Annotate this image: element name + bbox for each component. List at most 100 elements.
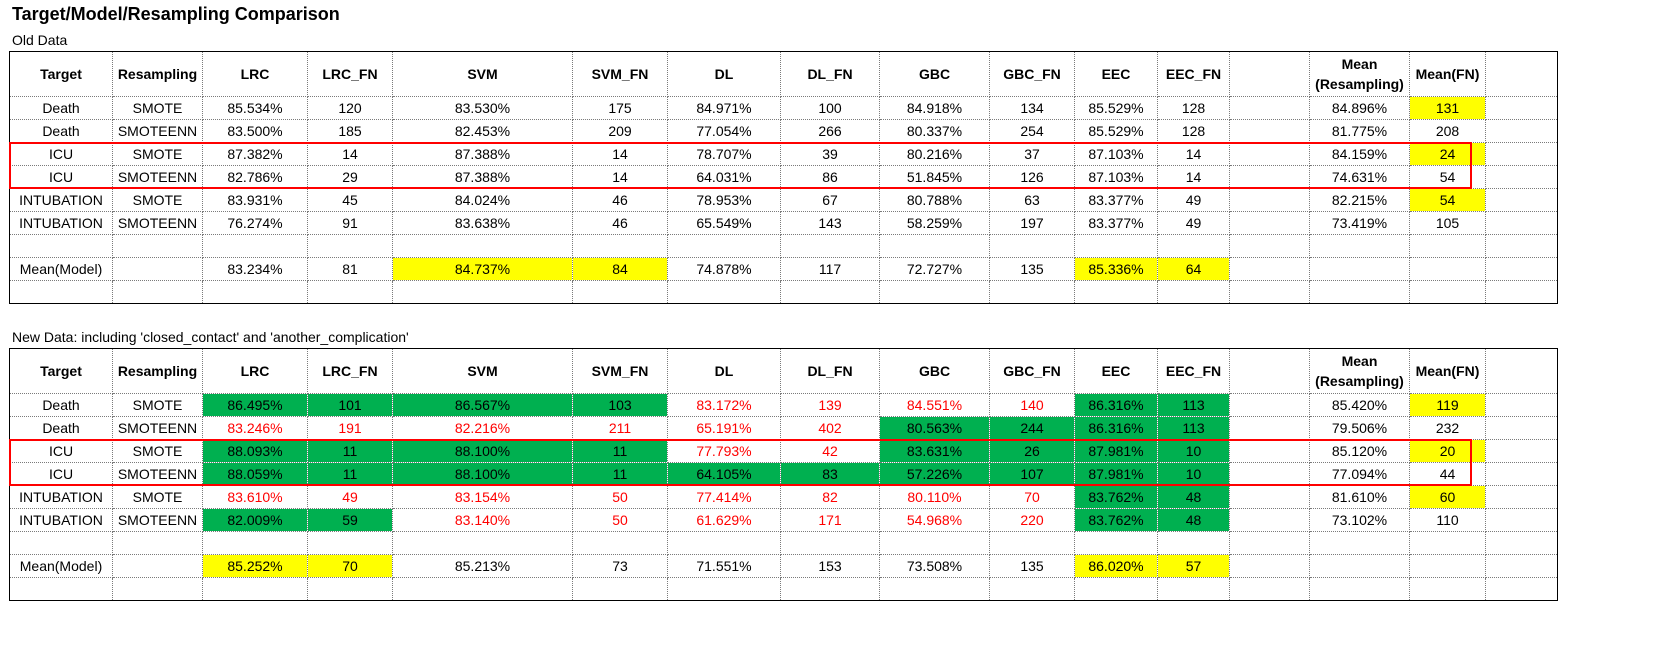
cell-svm-fn: 73 xyxy=(572,554,668,578)
header-cell: SVM xyxy=(392,348,573,394)
cell-lrc: 76.274% xyxy=(202,211,308,235)
cell-svm-fn: 50 xyxy=(572,485,668,509)
cell-empty xyxy=(112,257,203,281)
cell-lrc: 83.234% xyxy=(202,257,308,281)
cell-target: INTUBATION xyxy=(9,508,113,532)
cell-target: ICU xyxy=(9,439,113,463)
mean-model-row: Mean(Model) 85.252% 70 85.213% 73 71.551… xyxy=(9,554,1558,578)
header-cell: GBC xyxy=(879,348,990,394)
cell-dl: 65.191% xyxy=(667,416,781,440)
cell-empty xyxy=(1485,416,1558,440)
cell-dl: 77.793% xyxy=(667,439,781,463)
cell-resampling: SMOTE xyxy=(112,96,203,120)
cell-dl-fn: 67 xyxy=(780,188,880,212)
cell-svm-fn: 46 xyxy=(572,211,668,235)
cell-dl: 77.054% xyxy=(667,119,781,143)
header-cell: Mean (Resampling) xyxy=(1309,348,1410,394)
table-row: INTUBATION SMOTE 83.931% 45 84.024% 46 7… xyxy=(9,188,1558,212)
cell-eec-fn: 49 xyxy=(1157,188,1230,212)
header-cell: Mean (Resampling) xyxy=(1309,51,1410,97)
cell-dl: 84.971% xyxy=(667,96,781,120)
cell-mean-fn: 110 xyxy=(1409,508,1486,532)
cell-lrc-fn: 45 xyxy=(307,188,393,212)
cell-target: Death xyxy=(9,393,113,417)
cell-dl: 78.707% xyxy=(667,142,781,166)
cell-eec: 87.981% xyxy=(1074,439,1158,463)
cell-empty xyxy=(1229,393,1310,417)
cell-mean-fn: 105 xyxy=(1409,211,1486,235)
cell-lrc-fn: 81 xyxy=(307,257,393,281)
cell-mean: 85.420% xyxy=(1309,393,1410,417)
table-row: INTUBATION SMOTE 83.610% 49 83.154% 50 7… xyxy=(9,485,1558,509)
header-cell: LRC_FN xyxy=(307,348,393,394)
header-cell xyxy=(1485,51,1558,97)
header-cell: LRC xyxy=(202,348,308,394)
cell-empty xyxy=(1229,508,1310,532)
cell-resampling: SMOTE xyxy=(112,439,203,463)
cell-gbc: 84.918% xyxy=(879,96,990,120)
cell-gbc: 54.968% xyxy=(879,508,990,532)
table-row: ICU SMOTEENN 82.786% 29 87.388% 14 64.03… xyxy=(9,165,1558,189)
header-row: Target Resampling LRC LRC_FN SVM SVM_FN … xyxy=(9,348,1558,394)
table-row: Death SMOTEENN 83.246% 191 82.216% 211 6… xyxy=(9,416,1558,440)
cell-empty xyxy=(112,554,203,578)
cell-svm: 83.140% xyxy=(392,508,573,532)
cell-eec: 83.377% xyxy=(1074,188,1158,212)
cell-gbc: 73.508% xyxy=(879,554,990,578)
cell-target: ICU xyxy=(9,142,113,166)
cell-dl: 78.953% xyxy=(667,188,781,212)
cell-svm: 88.100% xyxy=(392,439,573,463)
cell-gbc: 80.788% xyxy=(879,188,990,212)
cell-svm: 85.213% xyxy=(392,554,573,578)
cell-empty xyxy=(1229,485,1310,509)
cell-mean-model-label: Mean(Model) xyxy=(9,554,113,578)
cell-mean-fn: 54 xyxy=(1409,188,1486,212)
cell-eec-fn: 14 xyxy=(1157,142,1230,166)
cell-eec-fn: 14 xyxy=(1157,165,1230,189)
cell-eec: 86.020% xyxy=(1074,554,1158,578)
cell-lrc: 83.246% xyxy=(202,416,308,440)
cell-eec-fn: 113 xyxy=(1157,393,1230,417)
cell-gbc-fn: 140 xyxy=(989,393,1075,417)
cell-gbc: 57.226% xyxy=(879,462,990,486)
cell-svm: 86.567% xyxy=(392,393,573,417)
cell-lrc-fn: 11 xyxy=(307,462,393,486)
header-cell: LRC xyxy=(202,51,308,97)
cell-eec-fn: 64 xyxy=(1157,257,1230,281)
cell-eec: 85.336% xyxy=(1074,257,1158,281)
header-cell: DL_FN xyxy=(780,51,880,97)
cell-lrc: 87.382% xyxy=(202,142,308,166)
cell-dl: 64.031% xyxy=(667,165,781,189)
table-row: INTUBATION SMOTEENN 82.009% 59 83.140% 5… xyxy=(9,508,1558,532)
cell-mean: 84.896% xyxy=(1309,96,1410,120)
cell-eec: 87.103% xyxy=(1074,165,1158,189)
cell-svm: 88.100% xyxy=(392,462,573,486)
new-data-table: Target Resampling LRC LRC_FN SVM SVM_FN … xyxy=(9,348,1558,601)
cell-gbc-fn: 134 xyxy=(989,96,1075,120)
cell-resampling: SMOTEENN xyxy=(112,165,203,189)
cell-svm-fn: 11 xyxy=(572,439,668,463)
cell-target: Death xyxy=(9,96,113,120)
cell-gbc-fn: 63 xyxy=(989,188,1075,212)
cell-empty xyxy=(1485,188,1558,212)
cell-eec: 83.762% xyxy=(1074,485,1158,509)
cell-target: INTUBATION xyxy=(9,211,113,235)
cell-mean: 77.094% xyxy=(1309,462,1410,486)
cell-lrc-fn: 14 xyxy=(307,142,393,166)
cell-empty xyxy=(1485,119,1558,143)
cell-dl-fn: 86 xyxy=(780,165,880,189)
cell-eec: 83.762% xyxy=(1074,508,1158,532)
cell-gbc: 80.337% xyxy=(879,119,990,143)
cell-svm: 84.737% xyxy=(392,257,573,281)
cell-lrc-fn: 191 xyxy=(307,416,393,440)
cell-mean-fn: 44 xyxy=(1409,462,1486,486)
cell-target: Death xyxy=(9,119,113,143)
cell-resampling: SMOTEENN xyxy=(112,416,203,440)
cell-mean: 81.775% xyxy=(1309,119,1410,143)
cell-lrc: 88.059% xyxy=(202,462,308,486)
cell-dl: 64.105% xyxy=(667,462,781,486)
cell-empty xyxy=(1485,508,1558,532)
cell-gbc: 80.110% xyxy=(879,485,990,509)
header-cell: Resampling xyxy=(112,348,203,394)
page-title: Target/Model/Resampling Comparison xyxy=(12,4,340,24)
